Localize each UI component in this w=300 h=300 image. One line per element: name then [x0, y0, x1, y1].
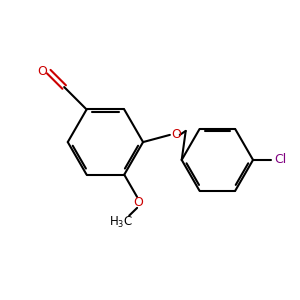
- Text: O: O: [171, 128, 181, 141]
- Text: O: O: [37, 65, 47, 78]
- Text: O: O: [133, 196, 143, 209]
- Text: H$_3$C: H$_3$C: [109, 215, 133, 230]
- Text: Cl: Cl: [275, 153, 287, 167]
